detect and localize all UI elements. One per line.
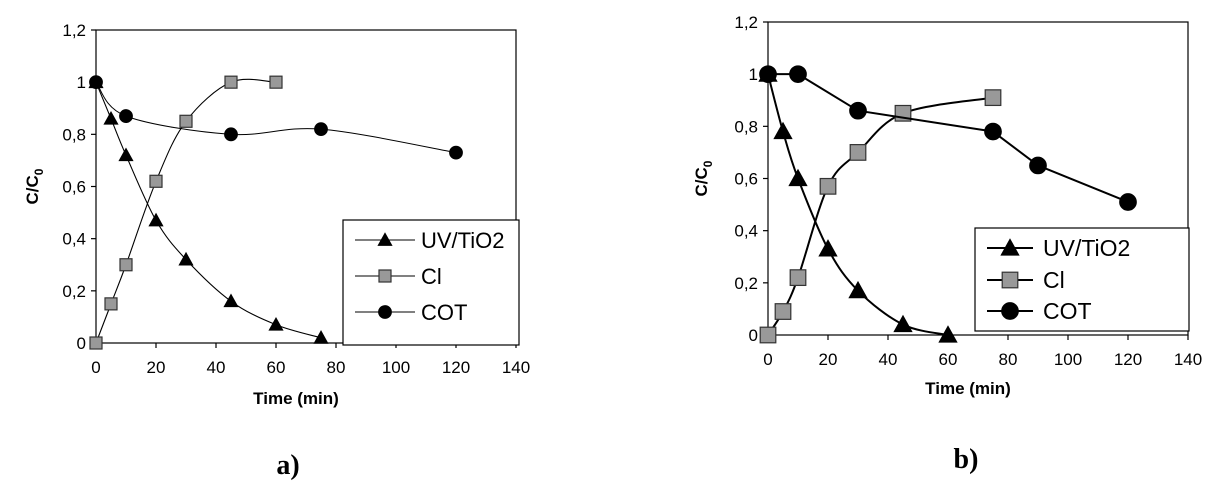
y-tick-label: 0 [749,326,758,345]
data-point [849,101,867,120]
series-cl [759,89,1002,344]
data-point [1119,193,1137,211]
x-tick-label: 40 [207,358,226,377]
legend-marker [378,269,392,283]
y-tick-label: 1,2 [734,13,758,32]
y-axis-label: C/C0 [23,168,46,204]
x-tick-label: 40 [879,350,898,369]
x-tick-label: 80 [327,358,346,377]
data-point [224,127,238,142]
data-point [268,317,284,331]
data-point [789,65,807,84]
data-point [1029,156,1047,175]
panel-label: a) [276,450,299,481]
x-tick-label: 60 [267,358,286,377]
legend-marker [1001,302,1019,320]
data-point [938,325,958,343]
data-point [149,174,163,188]
x-tick-label: 140 [1174,350,1202,369]
data-point [789,269,807,287]
legend-marker [1000,238,1020,256]
legend-marker [378,305,392,319]
data-point [984,89,1002,107]
legend-label: UV/TiO2 [421,228,505,253]
data-point [449,145,463,160]
x-axis-label: Time (min) [925,379,1011,398]
data-point [119,109,133,123]
y-tick-label: 0,8 [734,117,758,136]
legend-label: Cl [421,264,442,289]
legend-label: COT [421,300,467,325]
data-point [773,121,793,140]
data-point [314,122,328,137]
y-tick-label: 1 [77,73,86,92]
data-point [104,297,118,311]
x-tick-label: 80 [999,350,1018,369]
data-point [148,212,164,227]
x-tick-label: 20 [147,358,166,377]
x-tick-label: 20 [819,350,838,369]
data-point [848,280,868,299]
x-tick-label: 120 [442,358,470,377]
y-tick-label: 0,8 [62,125,86,144]
data-point [89,336,103,350]
y-tick-label: 1,2 [62,21,86,40]
x-tick-label: 100 [1054,350,1082,369]
x-tick-label: 140 [502,358,530,377]
legend-marker [377,232,393,246]
data-point [118,147,134,162]
legend-label: COT [1043,298,1092,324]
data-point [119,258,133,272]
series-line [767,96,994,336]
x-tick-label: 60 [939,350,958,369]
legend-marker [1001,271,1019,289]
series-line [95,81,457,154]
y-tick-label: 0,4 [62,230,86,249]
legend-label: Cl [1043,267,1065,293]
x-axis-label: Time (min) [253,389,339,408]
x-tick-label: 100 [382,358,410,377]
x-tick-label: 120 [1114,350,1142,369]
y-tick-label: 0,6 [62,178,86,197]
y-tick-label: 0,2 [62,282,86,301]
data-point [89,75,103,90]
series-cot [759,65,1137,211]
data-point [313,330,329,344]
x-tick-label: 0 [763,350,772,369]
data-point [984,122,1002,141]
data-point [849,144,867,161]
panel-label: b) [954,444,979,475]
y-tick-label: 0,2 [734,274,758,293]
chart-panel-a: 0 0,2 0,4 0,6 0,8 1 1,2 0 20 40 60 80 100 120 140 Time … [23,21,530,481]
data-point [774,303,792,320]
data-point [788,168,808,187]
data-point [759,326,777,344]
data-point [818,239,838,257]
data-point [178,251,194,266]
legend: UV/TiO2 Cl COT [342,219,520,346]
legend-label: UV/TiO2 [1043,235,1130,261]
y-tick-label: 1 [749,65,758,84]
legend-box [342,219,520,346]
y-axis-label: C/C0 [692,160,715,196]
x-tick-label: 0 [91,358,100,377]
data-point [224,75,238,89]
data-point [819,177,837,195]
y-tick-label: 0,6 [734,170,758,189]
legend: UV/TiO2 Cl COT [974,227,1190,332]
chart-panel-b: 0 0,2 0,4 0,6 0,8 1 1,2 0 20 40 60 80 100 120 140 Time … [692,13,1202,475]
data-point [179,114,193,128]
data-point [103,110,119,125]
y-tick-label: 0,4 [734,222,758,241]
y-tick-label: 0 [77,334,86,353]
data-point [759,65,777,84]
series-cot [89,75,463,160]
data-point [223,293,239,308]
data-point [893,314,913,333]
data-point [269,75,283,89]
series-cl [89,75,283,350]
